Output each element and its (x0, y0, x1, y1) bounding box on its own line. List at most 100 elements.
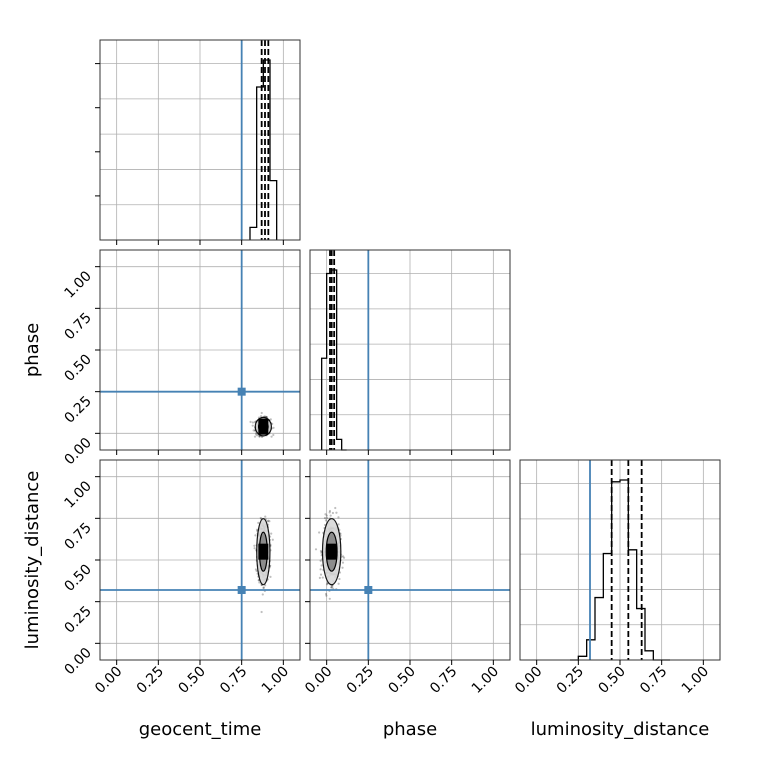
sample-point (324, 519, 328, 522)
y-tick-label: 0.25 (61, 393, 94, 426)
sample-point (328, 597, 331, 600)
x-axis-label-geocent-time: geocent_time (139, 719, 262, 740)
y-tick-label: 0.50 (61, 562, 94, 595)
x-tick-label: 0.50 (595, 664, 628, 697)
sample-point (253, 547, 256, 550)
sample-point (329, 514, 332, 517)
histogram-line (570, 479, 670, 661)
sample-point (257, 521, 260, 524)
sample-point (321, 576, 324, 579)
sample-point (272, 426, 275, 429)
x-tick-label: 0.00 (92, 664, 125, 697)
x-tick-label: 0.25 (554, 664, 587, 697)
sample-point (338, 577, 341, 581)
sample-point (262, 586, 265, 589)
sample-point (270, 532, 273, 535)
sample-point (258, 435, 261, 438)
sample-point (259, 516, 262, 520)
sample-point (331, 511, 335, 515)
y-tick-label: 0.75 (61, 310, 94, 343)
x-tick-label: 1.00 (469, 664, 502, 697)
sample-point (319, 573, 323, 576)
sample-point (254, 534, 257, 537)
sample-point (267, 519, 270, 522)
y-axis-label-luminosity-distance: luminosity_distance (22, 471, 43, 650)
scatter-panel-phase-vs-luminosity-distance: 0.00 0.25 0.50 0.75 1.00 (302, 459, 511, 697)
x-tick-label: 0.00 (512, 664, 545, 697)
sample-point (260, 411, 263, 415)
sample-point (326, 516, 329, 520)
x-tick-label: 1.00 (679, 664, 712, 697)
y-tick-label: 0.00 (61, 435, 94, 468)
x-tick-label: 0.25 (344, 664, 377, 697)
x-axis-label-luminosity-distance: luminosity_distance (531, 719, 710, 740)
injection-marker (237, 387, 246, 396)
histogram-line (249, 59, 278, 240)
sample-point (318, 531, 321, 534)
y-tick-label: 1.00 (61, 268, 94, 301)
sample-point (337, 516, 340, 519)
sample-point (319, 568, 322, 571)
density-peak (258, 418, 269, 435)
sample-point (334, 506, 337, 510)
sample-point (253, 435, 257, 438)
sample-point (255, 528, 259, 531)
hist-panel-geocent-time (95, 39, 301, 245)
sample-point (331, 585, 334, 588)
y-tick-label: 0.50 (61, 352, 94, 385)
sample-point (253, 544, 256, 547)
sample-point (342, 555, 345, 558)
density-peak (326, 543, 337, 560)
sample-point (268, 520, 271, 523)
sample-point (323, 516, 327, 520)
sample-point (324, 592, 328, 596)
sample-point (264, 515, 267, 518)
y-axis-label-phase: phase (22, 323, 43, 377)
sample-point (271, 538, 274, 541)
sample-point (328, 509, 332, 513)
sample-point (320, 564, 323, 567)
sample-point (341, 561, 345, 564)
sample-point (325, 514, 328, 517)
density-peak (258, 543, 269, 560)
sample-point (266, 520, 269, 523)
sample-point (262, 586, 265, 590)
sample-point (252, 429, 255, 432)
sample-point (319, 559, 322, 562)
sample-point (330, 586, 333, 589)
sample-point (260, 610, 263, 614)
sample-point (324, 513, 327, 516)
sample-point (261, 593, 264, 596)
sample-point (328, 511, 331, 514)
sample-point (256, 434, 259, 437)
x-tick-label: 0.50 (175, 664, 208, 697)
y-tick-label: 0.25 (61, 603, 94, 636)
sample-point (272, 433, 275, 437)
hist-panel-phase (309, 249, 511, 455)
injection-marker (237, 586, 246, 594)
x-tick-label: 0.75 (217, 664, 250, 697)
sample-point (249, 420, 252, 423)
sample-point (254, 433, 258, 436)
x-tick-label: 1.00 (259, 664, 292, 697)
sample-point (325, 583, 329, 586)
y-tick-label: 0.00 (61, 645, 94, 678)
hist-panel-luminosity-distance: 0.00 0.25 0.50 0.75 1.00 (512, 459, 721, 697)
sample-point (337, 582, 340, 585)
sample-point (318, 576, 321, 579)
y-tick-label: 0.75 (61, 520, 94, 553)
sample-point (259, 415, 263, 418)
sample-point (251, 421, 254, 424)
sample-point (270, 435, 273, 438)
sample-point (335, 511, 338, 514)
x-tick-label: 0.00 (302, 664, 335, 697)
scatter-panel-geocent-time-vs-luminosity-distance: 0.00 0.25 0.50 0.75 1.000.000.250.500.751.00 (61, 459, 301, 697)
sample-point (269, 418, 272, 421)
x-tick-label: 0.75 (427, 664, 460, 697)
sample-point (251, 424, 254, 427)
sample-point (254, 568, 257, 571)
x-axis-label-phase: phase (383, 719, 437, 740)
sample-point (319, 549, 323, 553)
sample-point (325, 594, 328, 597)
